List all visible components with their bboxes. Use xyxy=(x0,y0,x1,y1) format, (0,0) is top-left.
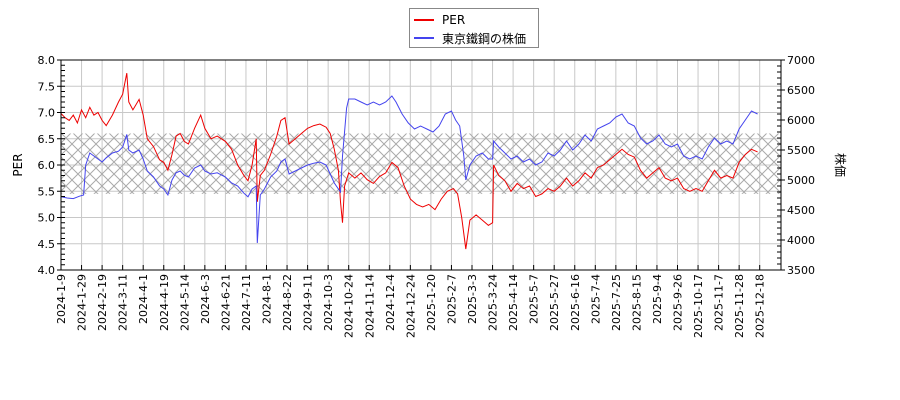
y-axis-right-title: 株価 xyxy=(833,153,848,177)
x-tick-label: 2024-4-1 xyxy=(137,274,150,324)
y-tick-label: 8.0 xyxy=(38,54,56,67)
y-right-tick-label: 5500 xyxy=(787,144,815,157)
x-tick-label: 2024-2-19 xyxy=(96,274,109,331)
x-tick-label: 2025-7-25 xyxy=(610,274,623,331)
y-tick-label: 5.0 xyxy=(38,212,56,225)
y-right-tick-label: 4000 xyxy=(787,234,815,247)
y-tick-label: 7.0 xyxy=(38,107,56,120)
x-tick-label: 2025-11-28 xyxy=(733,274,746,338)
x-tick-label: 2024-1-29 xyxy=(76,274,89,331)
y-axis-left: 4.0 4.5 5.0 5.5 6.0 6.5 7.0 7.5 8.0 xyxy=(38,54,65,277)
x-tick-label: 2025-5-7 xyxy=(528,274,541,324)
legend-label-stock-price: 東京鐵鋼の株価 xyxy=(442,31,527,46)
x-tick-label: 2025-12-18 xyxy=(754,274,767,338)
y-right-tick-label: 6500 xyxy=(787,84,815,97)
x-tick-label: 2024-9-11 xyxy=(302,274,315,331)
x-tick-label: 2024-1-9 xyxy=(55,274,68,324)
x-tick-label: 2025-4-14 xyxy=(507,274,520,331)
x-tick-label: 2025-6-16 xyxy=(569,274,582,331)
x-tick-label: 2025-9-4 xyxy=(651,274,664,324)
per-range-band xyxy=(61,133,781,194)
x-tick-label: 2024-5-14 xyxy=(178,274,191,331)
legend-label-per: PER xyxy=(442,13,466,27)
y-axis-right: 3500 4000 4500 5000 5500 6000 6500 7000 xyxy=(777,54,815,277)
y-tick-label: 6.0 xyxy=(38,159,56,172)
per-line xyxy=(61,73,758,250)
legend: PER 東京鐵鋼の株価 xyxy=(409,8,539,48)
legend-item-stock-price: 東京鐵鋼の株価 xyxy=(414,29,526,47)
y-right-tick-label: 5000 xyxy=(787,174,815,187)
y-right-tick-label: 6000 xyxy=(787,114,815,127)
y-tick-label: 4.0 xyxy=(38,264,56,277)
x-tick-label: 2025-3-3 xyxy=(466,274,479,324)
y-right-tick-label: 4500 xyxy=(787,204,815,217)
x-tick-label: 2024-10-3 xyxy=(322,274,335,331)
x-tick-label: 2024-11-14 xyxy=(363,274,376,338)
x-tick-label: 2025-2-7 xyxy=(445,274,458,324)
x-tick-label: 2024-6-3 xyxy=(199,274,212,324)
legend-swatch-blue-line-icon xyxy=(414,37,434,39)
y-right-tick-label: 3500 xyxy=(787,264,815,277)
x-tick-label: 2025-1-20 xyxy=(425,274,438,331)
x-tick-label: 2025-10-17 xyxy=(692,274,705,338)
x-tick-label: 2025-7-4 xyxy=(589,274,602,324)
x-tick-label: 2024-10-24 xyxy=(343,274,356,338)
x-tick-label: 2024-8-1 xyxy=(261,274,274,324)
x-tick-label: 2024-6-21 xyxy=(219,274,232,331)
x-axis: 2024-1-9 2024-1-29 2024-2-19 2024-3-11 2024-… xyxy=(55,265,767,338)
x-tick-label: 2025-5-27 xyxy=(548,274,561,331)
y-tick-label: 7.5 xyxy=(38,80,56,93)
x-tick-label: 2024-12-4 xyxy=(384,274,397,331)
y-tick-label: 6.5 xyxy=(38,133,56,146)
legend-swatch-red-line-icon xyxy=(414,19,434,21)
x-tick-label: 2024-3-11 xyxy=(117,274,130,331)
x-tick-label: 2024-7-11 xyxy=(240,274,253,331)
x-tick-label: 2025-11-7 xyxy=(713,274,726,331)
y-right-tick-label: 7000 xyxy=(787,54,815,67)
series-lines xyxy=(61,73,758,250)
x-tick-label: 2025-3-24 xyxy=(487,274,500,331)
y-axis-left-title: PER xyxy=(11,153,25,176)
x-tick-label: 2024-8-22 xyxy=(281,274,294,331)
stock-price-line xyxy=(61,95,758,244)
y-tick-label: 4.5 xyxy=(38,238,56,251)
y-tick-label: 5.5 xyxy=(38,185,56,198)
x-tick-label: 2025-8-15 xyxy=(630,274,643,331)
x-tick-label: 2024-4-19 xyxy=(158,274,171,331)
x-tick-label: 2024-12-24 xyxy=(404,274,417,338)
legend-item-per: PER xyxy=(414,11,465,29)
x-tick-label: 2025-9-26 xyxy=(672,274,685,331)
